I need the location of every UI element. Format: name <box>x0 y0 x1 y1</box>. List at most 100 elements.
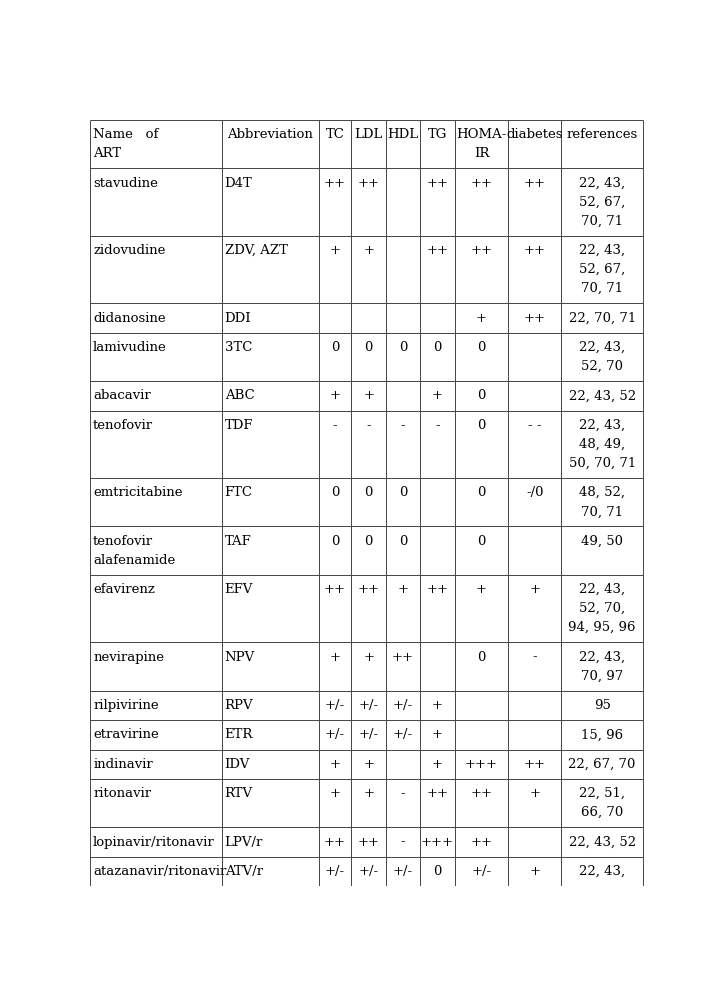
Text: 0: 0 <box>365 486 373 499</box>
Text: 22, 43,: 22, 43, <box>579 583 625 596</box>
Text: - -: - - <box>528 418 541 431</box>
Text: 0: 0 <box>399 486 408 499</box>
Text: +/-: +/- <box>325 699 345 712</box>
Text: atazanavir/ritonavir: atazanavir/ritonavir <box>93 865 227 877</box>
Text: ++: ++ <box>427 244 448 257</box>
Text: TAF: TAF <box>225 535 252 548</box>
Text: +: + <box>363 244 374 257</box>
Text: references: references <box>566 128 638 141</box>
Text: ++: ++ <box>524 758 546 771</box>
Text: ABC: ABC <box>225 389 255 402</box>
Text: +: + <box>363 389 374 402</box>
Text: +: + <box>330 758 340 771</box>
Text: ART: ART <box>93 147 122 160</box>
Text: alafenamide: alafenamide <box>93 554 175 567</box>
Text: -: - <box>332 418 337 431</box>
Text: ++: ++ <box>470 244 493 257</box>
Text: +: + <box>476 583 487 596</box>
Text: 50, 70, 71: 50, 70, 71 <box>568 457 636 470</box>
Text: ++: ++ <box>324 176 346 189</box>
Text: TC: TC <box>325 128 345 141</box>
Text: 0: 0 <box>433 865 442 877</box>
Text: TDF: TDF <box>225 418 253 431</box>
Text: 22, 43,: 22, 43, <box>579 341 625 354</box>
Text: 70, 71: 70, 71 <box>581 282 623 295</box>
Text: lopinavir/ritonavir: lopinavir/ritonavir <box>93 836 214 849</box>
Text: +: + <box>432 699 443 712</box>
Text: 22, 43, 52: 22, 43, 52 <box>568 836 636 849</box>
Text: 0: 0 <box>399 535 408 548</box>
Text: +: + <box>330 787 340 800</box>
Text: +: + <box>432 728 443 741</box>
Text: nevirapine: nevirapine <box>93 650 164 663</box>
Text: 0: 0 <box>478 418 485 431</box>
Text: Name   of: Name of <box>93 128 159 141</box>
Text: 22, 67, 70: 22, 67, 70 <box>568 758 636 771</box>
Text: lamivudine: lamivudine <box>93 341 167 354</box>
Text: 52, 70: 52, 70 <box>581 360 623 373</box>
Text: -: - <box>435 418 440 431</box>
Text: DDI: DDI <box>225 312 252 325</box>
Text: -: - <box>401 836 405 849</box>
Text: ++: ++ <box>392 650 414 663</box>
Text: 0: 0 <box>331 486 340 499</box>
Text: 70, 71: 70, 71 <box>581 505 623 518</box>
Text: +: + <box>363 787 374 800</box>
Text: +/-: +/- <box>358 865 379 877</box>
Text: FTC: FTC <box>225 486 252 499</box>
Text: ++: ++ <box>524 244 546 257</box>
Text: ++: ++ <box>427 787 448 800</box>
Text: -: - <box>401 787 405 800</box>
Text: ++: ++ <box>427 583 448 596</box>
Text: zidovudine: zidovudine <box>93 244 165 257</box>
Text: +: + <box>432 389 443 402</box>
Text: ++: ++ <box>470 787 493 800</box>
Text: +: + <box>529 787 541 800</box>
Text: 22, 70, 71: 22, 70, 71 <box>568 312 636 325</box>
Text: ++: ++ <box>324 836 346 849</box>
Text: stavudine: stavudine <box>93 176 158 189</box>
Text: 22, 43,: 22, 43, <box>579 418 625 431</box>
Text: 48, 49,: 48, 49, <box>579 438 625 451</box>
Text: 49, 50: 49, 50 <box>581 535 623 548</box>
Text: 22, 43,: 22, 43, <box>579 244 625 257</box>
Text: 52, 70,: 52, 70, <box>579 603 625 616</box>
Text: ++: ++ <box>524 312 546 325</box>
Text: 52, 67,: 52, 67, <box>579 263 625 276</box>
Text: +: + <box>330 389 340 402</box>
Text: +: + <box>529 865 541 877</box>
Text: tenofovir: tenofovir <box>93 418 153 431</box>
Text: +: + <box>363 650 374 663</box>
Text: +/-: +/- <box>471 865 491 877</box>
Text: 0: 0 <box>478 650 485 663</box>
Text: didanosine: didanosine <box>93 312 166 325</box>
Text: 48, 52,: 48, 52, <box>579 486 625 499</box>
Text: 70, 97: 70, 97 <box>581 669 623 682</box>
Text: ++: ++ <box>324 583 346 596</box>
Text: 94, 95, 96: 94, 95, 96 <box>568 622 636 634</box>
Text: 0: 0 <box>478 486 485 499</box>
Text: ++: ++ <box>358 583 380 596</box>
Text: IDV: IDV <box>225 758 250 771</box>
Text: 95: 95 <box>593 699 611 712</box>
Text: 0: 0 <box>478 535 485 548</box>
Text: 22, 43, 52: 22, 43, 52 <box>568 389 636 402</box>
Text: +/-: +/- <box>358 728 379 741</box>
Text: efavirenz: efavirenz <box>93 583 155 596</box>
Text: EFV: EFV <box>225 583 253 596</box>
Text: HDL: HDL <box>388 128 419 141</box>
Text: -: - <box>533 650 537 663</box>
Text: indinavir: indinavir <box>93 758 153 771</box>
Text: ++: ++ <box>470 836 493 849</box>
Text: 0: 0 <box>331 535 340 548</box>
Text: +: + <box>476 312 487 325</box>
Text: rilpivirine: rilpivirine <box>93 699 159 712</box>
Text: 0: 0 <box>331 341 340 354</box>
Text: +/-: +/- <box>325 728 345 741</box>
Text: +: + <box>432 758 443 771</box>
Text: -/0: -/0 <box>526 486 543 499</box>
Text: 70, 71: 70, 71 <box>581 215 623 228</box>
Text: +: + <box>330 244 340 257</box>
Text: 22, 43,: 22, 43, <box>579 176 625 189</box>
Text: NPV: NPV <box>225 650 255 663</box>
